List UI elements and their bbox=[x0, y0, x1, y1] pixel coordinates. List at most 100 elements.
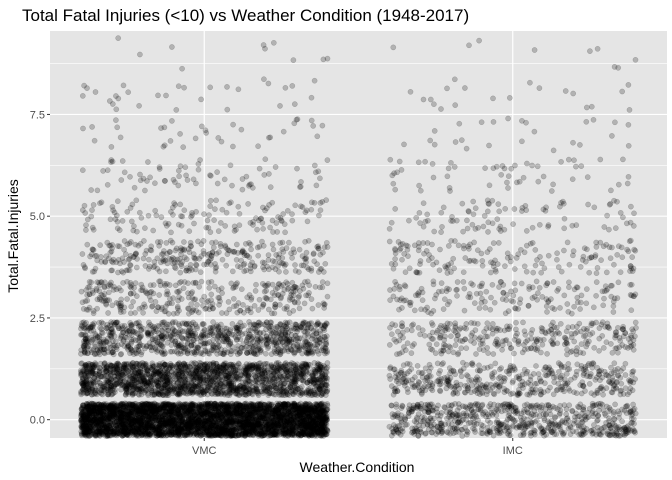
data-point bbox=[305, 425, 312, 432]
data-point bbox=[185, 404, 192, 411]
data-point bbox=[240, 407, 247, 414]
data-point bbox=[130, 402, 136, 409]
data-point bbox=[297, 400, 304, 407]
data-point bbox=[222, 404, 228, 410]
data-point bbox=[146, 421, 153, 427]
data-point bbox=[223, 422, 230, 429]
data-point bbox=[88, 400, 95, 407]
data-point bbox=[262, 431, 269, 437]
data-point bbox=[261, 415, 268, 422]
data-point bbox=[166, 419, 173, 426]
data-point bbox=[128, 421, 135, 428]
data-point bbox=[306, 422, 312, 429]
panel-background bbox=[50, 31, 667, 438]
data-point bbox=[181, 426, 187, 432]
data-point bbox=[155, 420, 161, 427]
data-point bbox=[241, 423, 248, 430]
data-point bbox=[100, 427, 107, 433]
data-point bbox=[209, 432, 216, 439]
data-point bbox=[256, 405, 262, 412]
data-point bbox=[305, 414, 312, 421]
data-point bbox=[174, 427, 181, 434]
data-point bbox=[157, 420, 164, 427]
data-point bbox=[111, 405, 117, 412]
data-point bbox=[260, 411, 267, 418]
data-point bbox=[269, 410, 276, 417]
data-point bbox=[233, 417, 240, 423]
data-point bbox=[105, 407, 112, 413]
data-point bbox=[219, 410, 225, 417]
data-point bbox=[216, 418, 222, 425]
data-point bbox=[192, 421, 198, 427]
data-point bbox=[181, 404, 187, 410]
data-point bbox=[140, 407, 146, 414]
data-point bbox=[173, 427, 180, 433]
data-point bbox=[222, 415, 229, 421]
data-point bbox=[250, 424, 257, 431]
data-point bbox=[140, 409, 147, 415]
data-point bbox=[115, 430, 122, 437]
data-point bbox=[296, 421, 302, 427]
data-point bbox=[211, 430, 218, 437]
data-point bbox=[276, 417, 282, 424]
data-point bbox=[237, 410, 244, 417]
data-point bbox=[138, 421, 145, 428]
data-point bbox=[170, 420, 177, 427]
data-point bbox=[78, 417, 85, 424]
data-point bbox=[184, 429, 190, 436]
data-point bbox=[263, 423, 270, 430]
data-point bbox=[146, 405, 152, 412]
data-point bbox=[315, 417, 322, 423]
data-point bbox=[320, 412, 327, 418]
data-point bbox=[84, 405, 91, 412]
data-point bbox=[126, 421, 133, 428]
data-point bbox=[239, 423, 246, 429]
data-point bbox=[323, 419, 329, 426]
data-point bbox=[285, 432, 292, 439]
data-point bbox=[250, 431, 257, 438]
data-point bbox=[104, 423, 110, 430]
data-point bbox=[220, 421, 227, 428]
data-point bbox=[221, 401, 228, 408]
data-point bbox=[201, 412, 207, 419]
data-point bbox=[318, 432, 325, 438]
data-point bbox=[105, 416, 111, 422]
data-point bbox=[136, 430, 143, 437]
data-point bbox=[299, 421, 306, 428]
data-point bbox=[193, 417, 199, 424]
data-point bbox=[245, 419, 252, 426]
data-point bbox=[214, 432, 221, 438]
data-point bbox=[243, 417, 250, 423]
data-point bbox=[238, 420, 244, 426]
data-point bbox=[234, 405, 240, 412]
data-point bbox=[208, 416, 215, 423]
data-point bbox=[243, 428, 249, 435]
data-point bbox=[252, 406, 259, 412]
data-point bbox=[226, 424, 232, 431]
data-point bbox=[94, 405, 101, 412]
data-point bbox=[229, 420, 236, 426]
data-point bbox=[274, 407, 281, 413]
data-point bbox=[251, 426, 258, 433]
data-point bbox=[208, 422, 215, 429]
data-point bbox=[88, 419, 95, 426]
data-point bbox=[177, 406, 184, 413]
data-point bbox=[216, 404, 223, 411]
data-point bbox=[164, 432, 171, 439]
data-point bbox=[246, 428, 253, 435]
data-point bbox=[183, 404, 190, 410]
data-point bbox=[317, 409, 324, 416]
data-point bbox=[322, 415, 328, 422]
data-point bbox=[111, 411, 118, 417]
data-point bbox=[213, 412, 219, 418]
data-point bbox=[180, 420, 187, 427]
data-point bbox=[97, 431, 103, 438]
data-point bbox=[186, 419, 193, 426]
data-point bbox=[122, 403, 128, 410]
data-point bbox=[221, 402, 228, 409]
data-point bbox=[266, 422, 272, 429]
data-point bbox=[129, 415, 136, 422]
data-point bbox=[314, 429, 321, 435]
data-point bbox=[172, 429, 179, 436]
